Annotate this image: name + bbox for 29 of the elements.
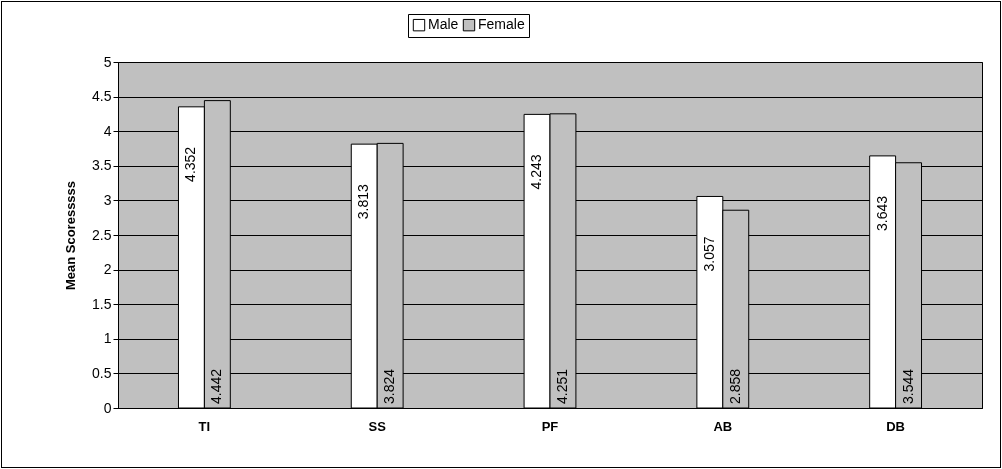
y-tick-label: 2.5 — [92, 226, 112, 243]
y-tick-label: 2 — [103, 261, 112, 278]
y-tick-label: 1.5 — [92, 295, 112, 312]
y-tick-label: 0.5 — [92, 364, 112, 381]
data-label: 3.813 — [355, 183, 372, 220]
y-tick-label: 5 — [103, 53, 112, 70]
x-tick-label: DB — [886, 418, 905, 434]
data-label: 4.251 — [553, 368, 570, 404]
data-label: 4.243 — [528, 154, 545, 190]
data-label: 4.442 — [208, 368, 225, 404]
data-label: 3.057 — [700, 236, 717, 272]
y-tick-label: 3 — [103, 191, 112, 208]
legend-label: Female — [478, 16, 525, 33]
x-tick-label: PF — [541, 418, 559, 434]
data-label: 4.352 — [182, 146, 199, 182]
x-tick-label: TI — [198, 418, 211, 434]
y-axis-title: Mean Scoresssss — [63, 180, 79, 291]
data-label: 2.858 — [726, 368, 743, 404]
y-tick-label: 1 — [103, 330, 112, 347]
data-label: 3.824 — [381, 368, 398, 404]
x-tick-label: AB — [713, 418, 733, 434]
data-label: 3.544 — [899, 368, 916, 404]
x-tick-label: SS — [368, 418, 387, 434]
data-label: 3.643 — [873, 195, 890, 231]
legend-label: Male — [428, 16, 459, 33]
y-tick-label: 3.5 — [92, 157, 112, 174]
y-tick-label: 4 — [103, 122, 112, 139]
y-tick-label: 0 — [103, 399, 112, 416]
y-tick-label: 4.5 — [92, 88, 112, 105]
